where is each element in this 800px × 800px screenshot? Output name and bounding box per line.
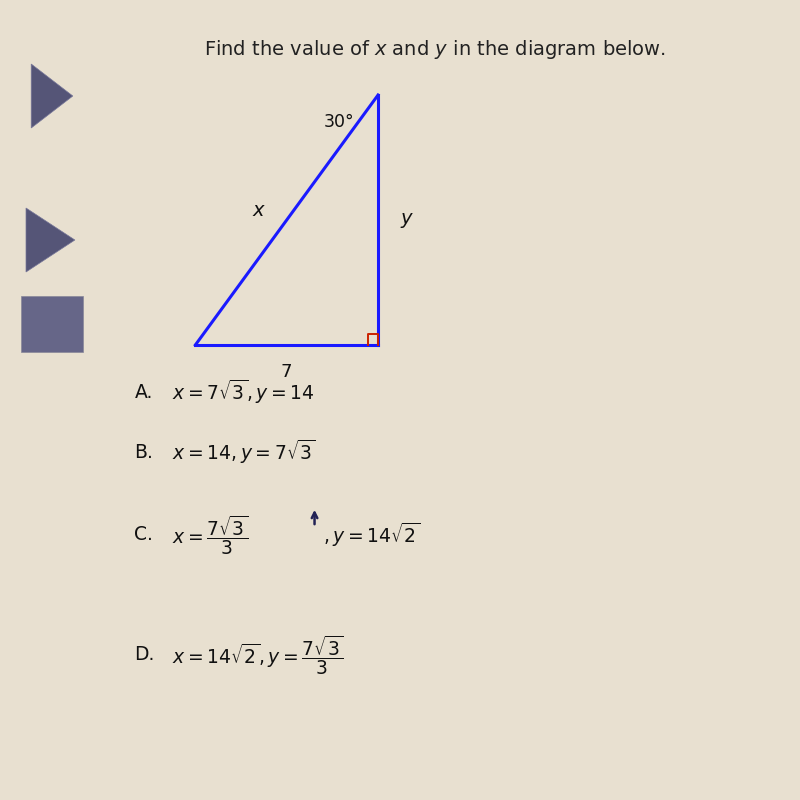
Polygon shape (31, 64, 73, 128)
Text: $x$: $x$ (252, 201, 266, 219)
Polygon shape (26, 208, 75, 272)
Text: $y$: $y$ (400, 210, 414, 230)
Text: 30°: 30° (324, 113, 354, 131)
Text: C.: C. (134, 526, 154, 545)
Text: $x = \dfrac{7\sqrt{3}}{3}$: $x = \dfrac{7\sqrt{3}}{3}$ (172, 513, 248, 557)
Text: D.: D. (134, 646, 155, 665)
Text: A.: A. (134, 382, 153, 402)
Text: 7: 7 (281, 363, 293, 381)
FancyBboxPatch shape (21, 296, 83, 352)
Text: $x = 14\sqrt{2}, y = \dfrac{7\sqrt{3}}{3}$: $x = 14\sqrt{2}, y = \dfrac{7\sqrt{3}}{3… (172, 633, 343, 677)
Text: Find the value of $x$ and $y$ in the diagram below.: Find the value of $x$ and $y$ in the dia… (204, 38, 666, 61)
Text: $x = 14, y = 7\sqrt{3}$: $x = 14, y = 7\sqrt{3}$ (172, 438, 315, 466)
Text: B.: B. (134, 442, 154, 462)
Text: $x = 7\sqrt{3}, y = 14$: $x = 7\sqrt{3}, y = 14$ (172, 378, 314, 406)
Text: $, y = 14\sqrt{2}$: $, y = 14\sqrt{2}$ (323, 521, 421, 549)
